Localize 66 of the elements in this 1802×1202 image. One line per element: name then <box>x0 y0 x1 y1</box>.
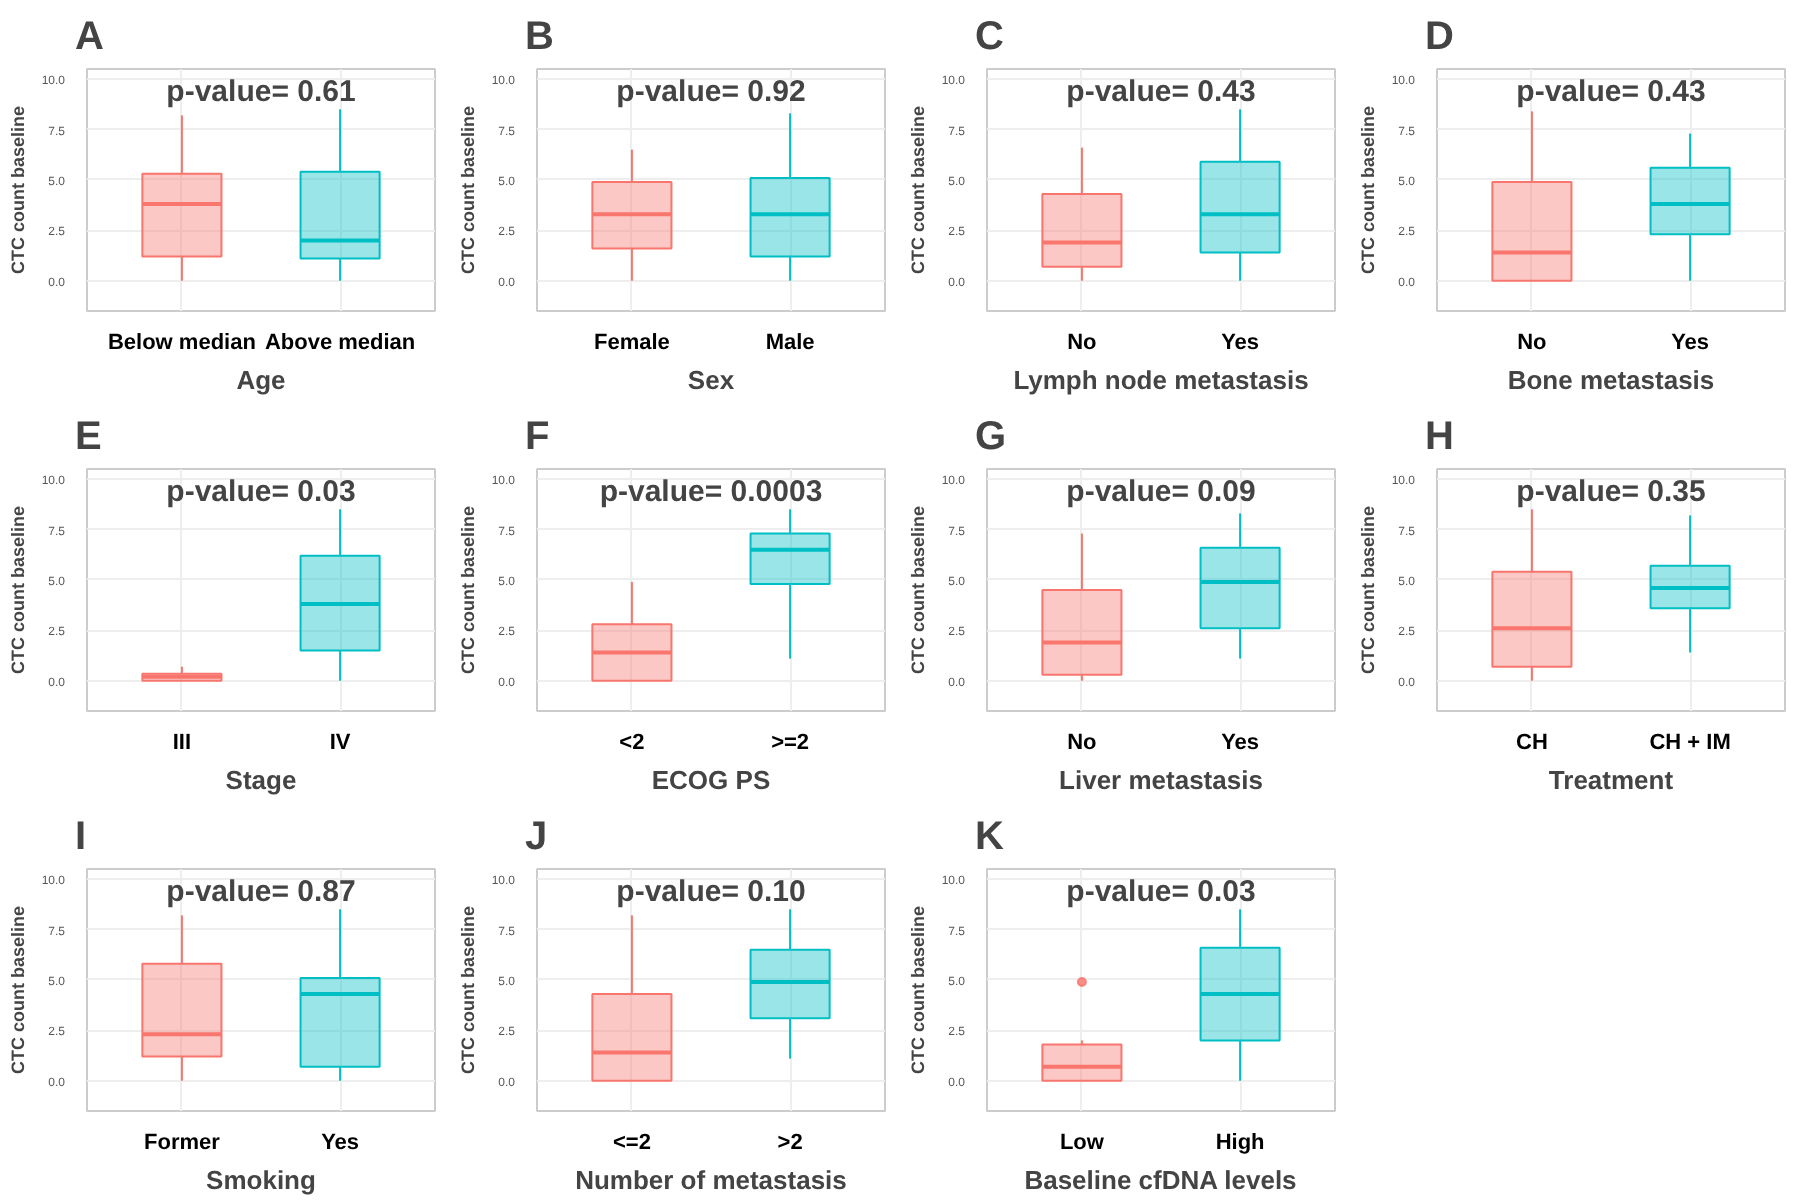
x-tick-label: No <box>1067 331 1098 355</box>
x-axis-title: Treatment <box>1548 765 1675 795</box>
x-tick-label: Yes <box>1671 331 1710 355</box>
y-axis-title: CTC count baseline <box>7 105 28 275</box>
text: K <box>975 815 1005 859</box>
x-axis-title: Number of metastasis <box>575 1165 847 1195</box>
x-tick-label: Above median <box>264 331 416 355</box>
text: B <box>525 15 554 59</box>
x-axis-title: Baseline cfDNA levels <box>1024 1165 1297 1195</box>
chart-title: p-value= 0.03 <box>1066 875 1256 909</box>
x-tick-label: No <box>1517 331 1548 355</box>
y-axis-title: CTC count baseline <box>457 105 478 275</box>
text: A <box>75 15 104 59</box>
x-axis-title: Smoking <box>206 1165 317 1195</box>
text: D <box>1425 15 1454 59</box>
text: C <box>975 15 1004 59</box>
x-tick-label: <2 <box>619 731 645 755</box>
chart-title: p-value= 0.43 <box>1516 75 1706 109</box>
text: I <box>75 815 87 859</box>
x-tick-label: III <box>172 731 192 755</box>
chart-title: p-value= 0.87 <box>166 875 356 909</box>
x-tick-label: Female <box>594 331 670 355</box>
y-axis-title: CTC count baseline <box>907 505 928 675</box>
x-axis-title: Age <box>236 365 286 395</box>
y-axis-title: CTC count baseline <box>907 905 928 1075</box>
chart-title: p-value= 0.03 <box>166 475 356 509</box>
chart-title: p-value= 0.35 <box>1516 475 1706 509</box>
chart-title: p-value= 0.09 <box>1066 475 1256 509</box>
y-axis-title: CTC count baseline <box>457 505 478 675</box>
x-tick-label: IV <box>329 731 352 755</box>
x-tick-label: Below median <box>107 331 257 355</box>
chart-title: p-value= 0.92 <box>616 75 806 109</box>
x-tick-label: Low <box>1059 1131 1105 1155</box>
x-tick-label: CH + IM <box>1649 731 1731 755</box>
x-tick-label: >2 <box>777 1131 803 1155</box>
x-axis-title: Liver metastasis <box>1059 765 1263 795</box>
y-axis-title: CTC count baseline <box>7 905 28 1075</box>
x-tick-label: Male <box>765 331 815 355</box>
chart-title: p-value= 0.0003 <box>599 475 823 509</box>
x-tick-label: No <box>1067 731 1098 755</box>
x-axis-title: Bone metastasis <box>1507 365 1715 395</box>
text: F <box>525 415 550 459</box>
y-axis-title: CTC count baseline <box>1357 505 1378 675</box>
x-tick-label: CH <box>1516 731 1548 755</box>
text: E <box>75 415 102 459</box>
x-axis-title: Sex <box>687 365 736 395</box>
x-tick-label: >=2 <box>771 731 810 755</box>
y-axis-title: CTC count baseline <box>7 505 28 675</box>
x-tick-label: Yes <box>1221 731 1260 755</box>
x-tick-label: <=2 <box>612 1131 651 1155</box>
x-tick-label: Yes <box>321 1131 360 1155</box>
y-axis-title: CTC count baseline <box>1357 105 1378 275</box>
chart-title: p-value= 0.43 <box>1066 75 1256 109</box>
y-axis-title: CTC count baseline <box>907 105 928 275</box>
text: J <box>525 815 548 859</box>
text: G <box>975 415 1007 459</box>
text: H <box>1425 415 1454 459</box>
x-axis-title: Lymph node metastasis <box>1013 365 1309 395</box>
x-axis-title: ECOG PS <box>651 765 771 795</box>
y-axis-title: CTC count baseline <box>457 905 478 1075</box>
chart-title: p-value= 0.10 <box>616 875 806 909</box>
x-tick-label: Yes <box>1221 331 1260 355</box>
x-tick-label: Former <box>144 1131 222 1155</box>
chart-title: p-value= 0.61 <box>166 75 356 109</box>
x-axis-title: Stage <box>225 765 297 795</box>
x-tick-label: High <box>1215 1131 1266 1155</box>
